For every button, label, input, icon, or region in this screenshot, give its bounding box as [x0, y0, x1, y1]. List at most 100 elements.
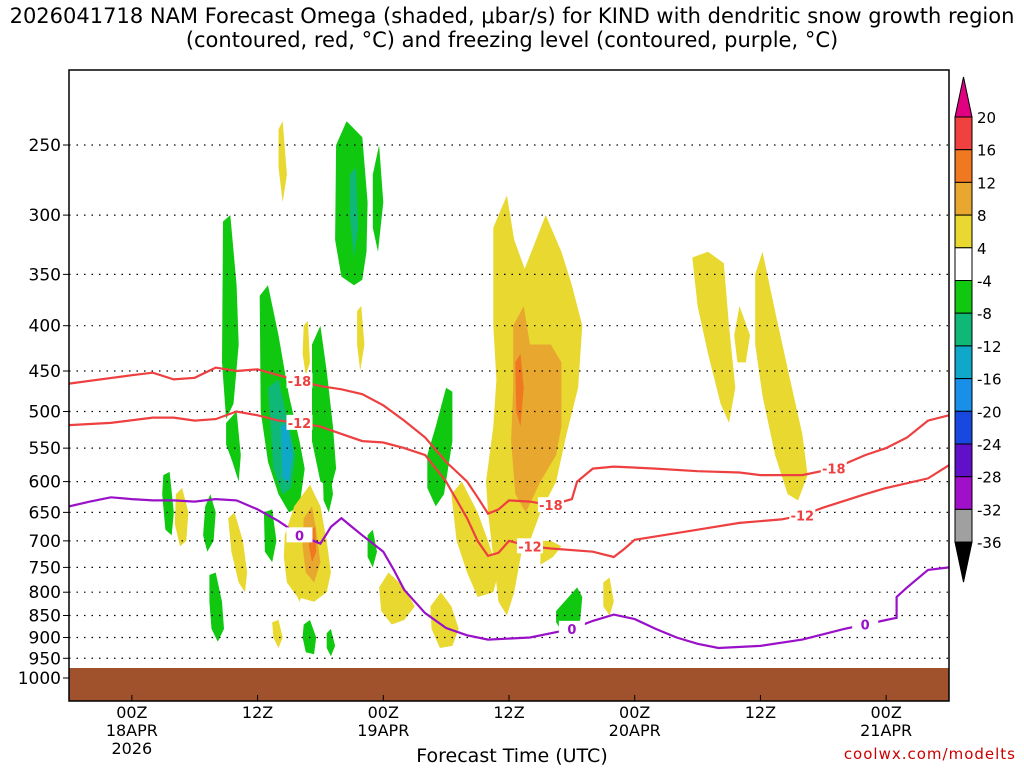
colorbar-swatch-7: [954, 345, 973, 380]
y-tick-label-600: 600: [29, 473, 61, 493]
x-axis-label: Forecast Time (UTC): [416, 745, 608, 767]
omega-region-16: [367, 529, 377, 568]
colorbar-label-0: 20: [977, 109, 996, 127]
y-tick-label-650: 650: [29, 503, 61, 523]
colorbar-label-13: -36: [977, 534, 1002, 552]
y-tick-label-900: 900: [29, 628, 61, 648]
omega-region-13: [209, 572, 224, 642]
colorbar-swatch-6: [954, 312, 973, 347]
colorbar-label-12: -32: [977, 501, 1002, 519]
y-tick-label-750: 750: [29, 558, 61, 578]
y-tick-label-700: 700: [29, 532, 61, 552]
omega-region-34: [430, 592, 459, 648]
omega-region-8: [312, 325, 337, 488]
contour-lines: -18 -18 -18 -12 -12 -12 0 0 0: [69, 366, 949, 650]
y-tick-label-400: 400: [29, 317, 61, 337]
y-tick-label-250: 250: [29, 136, 61, 156]
colorbar-label-5: -4: [977, 273, 992, 291]
omega-region-15: [326, 628, 336, 657]
colorbar-swatch-4: [954, 247, 973, 282]
omega-region-33: [379, 572, 415, 625]
y-tick-label-350: 350: [29, 265, 61, 285]
omega-region-9: [263, 509, 277, 563]
colorbar: 20 16 12 8 4 -4 -8 -12 -16 -20 -24 -28 -32 -36: [954, 76, 1002, 583]
chart-title: 2026041718 NAM Forecast Omega (shaded, μ…: [9, 4, 1015, 52]
omega-region-37: [295, 567, 304, 602]
omega-region-1: [349, 167, 359, 258]
contour-label-2-1: 0: [567, 623, 576, 638]
contour-label-1-0: -12: [288, 417, 312, 432]
contour-label-1-2: -12: [791, 509, 815, 524]
colorbar-label-4: 4: [977, 240, 987, 258]
colorbar-swatch-1: [954, 149, 973, 183]
colorbar-swatch-2: [954, 181, 973, 216]
omega-region-38: [511, 306, 562, 513]
omega-region-10: [427, 387, 453, 507]
contour-label-2-2: 0: [861, 618, 870, 633]
omega-region-23: [734, 306, 750, 363]
contour-label-bg-1-1: [516, 538, 543, 554]
colorbar-swatch-0: [954, 116, 973, 151]
contour-label-bg-2-2: [852, 616, 879, 632]
omega-shading: [162, 121, 808, 657]
colorbar-label-11: -28: [977, 469, 1002, 487]
colorbar-label-2: 12: [977, 174, 996, 192]
omega-region-24: [755, 251, 808, 501]
omega-region-7: [280, 422, 293, 482]
y-tick-label-300: 300: [29, 206, 61, 226]
colorbar-top-arrow: [954, 76, 973, 118]
colorbar-swatch-3: [954, 214, 973, 249]
x-tick-label-6: 00Z: [870, 703, 901, 722]
contour-label-2-0: 0: [295, 529, 304, 544]
contour-label-0-1: -18: [539, 499, 563, 514]
contour-label-bg-2-1: [558, 620, 585, 636]
y-tick-label-450: 450: [29, 362, 61, 382]
omega-region-25: [278, 121, 287, 203]
x-tick-label-3: 12Z: [493, 703, 524, 722]
pressure-axis: 2503003504004505005506006507007508008509…: [18, 136, 69, 689]
x-tick-label-5: 12Z: [745, 703, 776, 722]
contour-1: [69, 410, 949, 559]
colorbar-bottom-arrow: [954, 541, 973, 583]
x-tick-date-0: 18APR: [106, 721, 158, 740]
contour-label-0-0: -18: [288, 375, 312, 390]
contour-label-0-2: -18: [822, 463, 846, 478]
colorbar-swatch-12: [954, 508, 973, 543]
colorbar-swatch-11: [954, 476, 973, 510]
omega-region-27: [302, 320, 310, 376]
omega-region-28: [174, 488, 189, 547]
x-tick-label-2: 00Z: [368, 703, 399, 722]
omega-region-29: [228, 512, 248, 593]
omega-region-11: [162, 471, 174, 536]
y-tick-label-500: 500: [29, 403, 61, 423]
omega-region-26: [357, 306, 365, 371]
y-tick-label-950: 950: [29, 649, 61, 669]
omega-region-36: [603, 577, 614, 616]
omega-region-12: [203, 494, 216, 552]
contour-label-bg-0-0: [286, 373, 313, 389]
colorbar-label-8: -16: [977, 371, 1002, 389]
contour-label-1-1: -12: [518, 540, 542, 555]
contour-label-bg-1-2: [789, 507, 816, 523]
omega-region-2: [372, 145, 384, 252]
y-tick-label-800: 800: [29, 583, 61, 603]
contour-label-bg-0-1: [537, 497, 564, 513]
x-tick-date-2: 19APR: [357, 721, 409, 740]
colorbar-swatch-8: [954, 378, 973, 412]
y-tick-label-850: 850: [29, 607, 61, 627]
omega-region-3: [222, 215, 239, 420]
colorbar-swatch-10: [954, 443, 973, 478]
colorbar-label-7: -12: [977, 338, 1002, 356]
y-tick-label-550: 550: [29, 439, 61, 459]
colorbar-swatch-9: [954, 410, 973, 445]
x-tick-label-0: 00Z: [116, 703, 147, 722]
x-tick-year-0: 2026: [111, 739, 152, 758]
colorbar-swatch-5: [954, 280, 973, 314]
colorbar-label-6: -8: [977, 305, 992, 323]
omega-region-18: [322, 458, 333, 513]
contour-2: [69, 496, 949, 650]
colorbar-label-10: -24: [977, 436, 1002, 454]
colorbar-label-1: 16: [977, 142, 996, 160]
y-tick-label-1000: 1000: [18, 669, 61, 689]
